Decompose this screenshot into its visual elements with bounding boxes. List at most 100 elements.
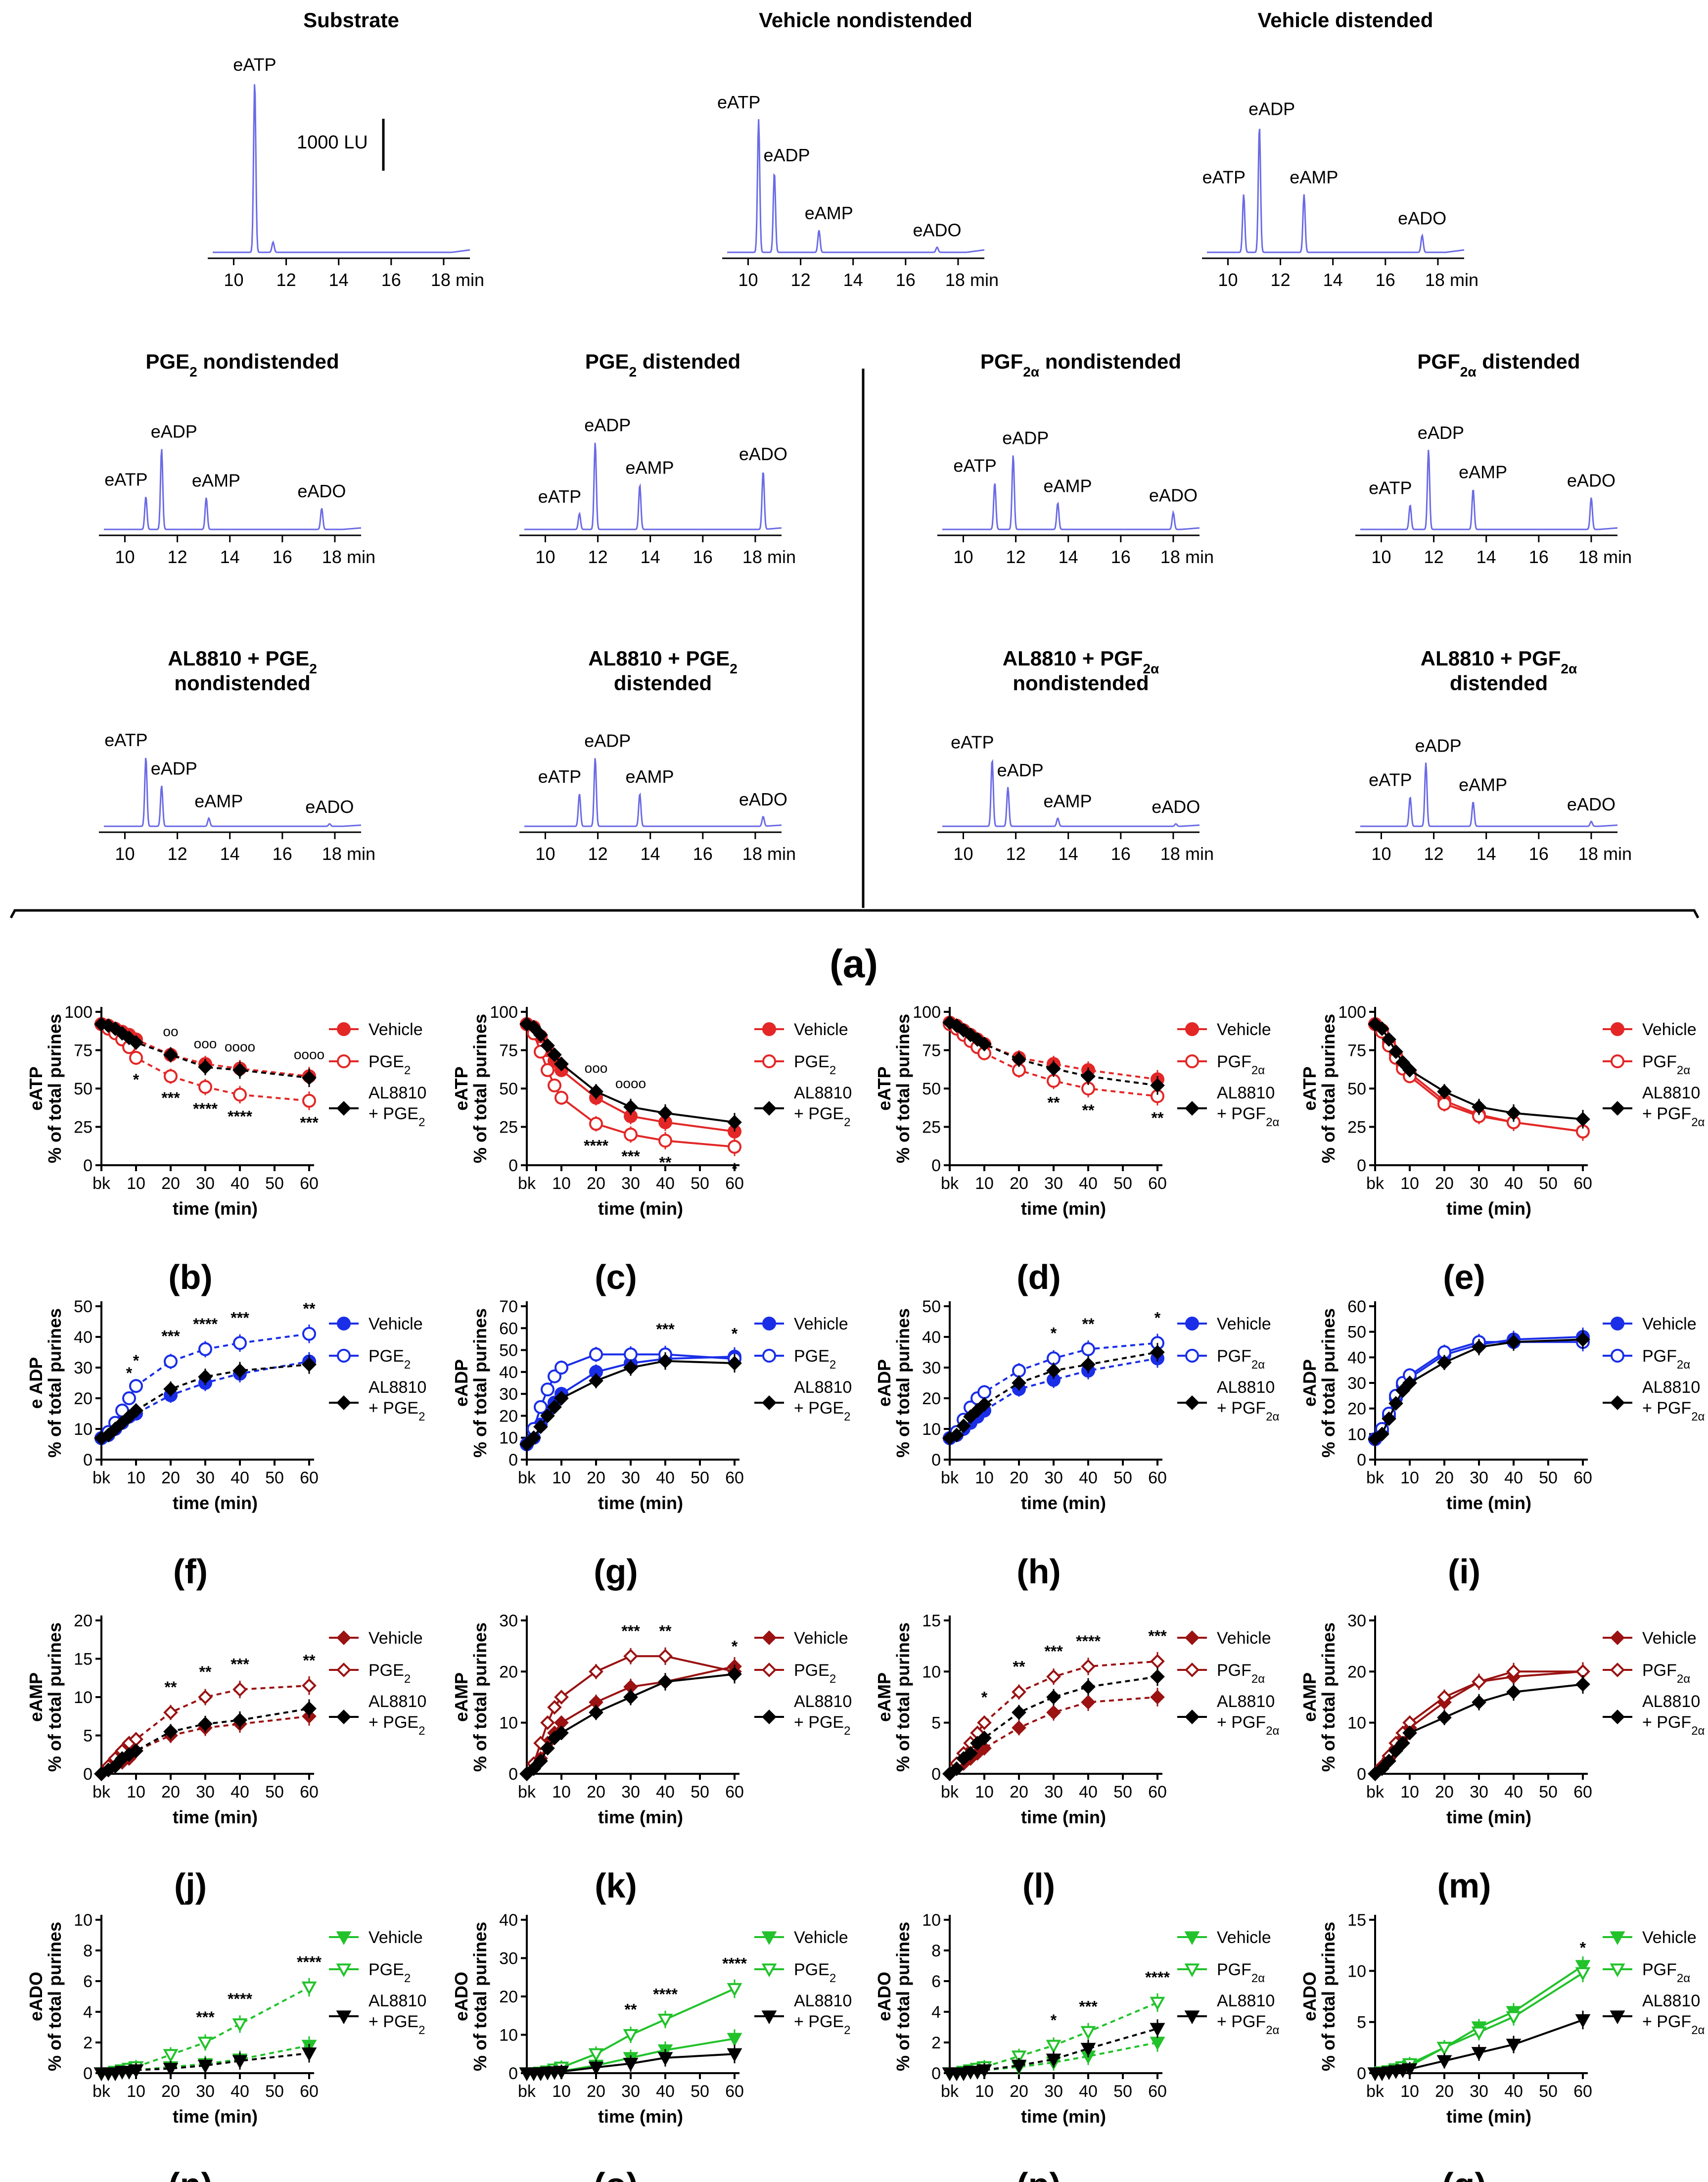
data-point	[198, 1342, 212, 1356]
series-3	[1367, 2010, 1591, 2082]
y-tick-label: 30	[499, 1949, 518, 1968]
data-point	[1506, 1105, 1521, 1121]
data-point	[129, 1035, 143, 1050]
x-tick-label: 10	[1400, 1469, 1419, 1487]
hash-label: oooo	[615, 1076, 646, 1091]
legend-marker	[762, 1054, 776, 1068]
y-axis-label: eAMP	[26, 1672, 46, 1722]
data-point	[232, 2018, 248, 2032]
y-tick-label: 30	[499, 1612, 518, 1630]
data-point	[1046, 1669, 1061, 1684]
legend-label: PGE2	[369, 1347, 411, 1372]
significance-label: ***	[161, 1089, 180, 1107]
y-axis-label: eATP	[451, 1066, 471, 1110]
x-tick-label: 20	[1010, 1174, 1028, 1193]
y-axis-label-2: % of total purines	[470, 1922, 490, 2071]
y-tick-label: 10	[499, 1429, 518, 1448]
data-point	[1081, 1069, 1096, 1084]
data-point	[658, 1105, 673, 1121]
legend: Vehicle PGE2 AL8810 + PGE2	[329, 1315, 426, 1423]
x-tick-label: 10	[127, 1469, 145, 1487]
x-tick-label: 40	[656, 2082, 675, 2101]
chromatogram-tick-label: 14	[1323, 270, 1343, 290]
legend-marker	[336, 2010, 352, 2025]
data-point	[1388, 1044, 1403, 1059]
legend-marker	[1611, 1317, 1624, 1330]
legend-marker	[761, 2010, 777, 2025]
chromatogram-title: PGF2α nondistended	[980, 350, 1181, 379]
legend-marker	[337, 1022, 351, 1036]
chromatogram-tick-label: 12	[588, 547, 608, 567]
legend-label: PGE2	[369, 1960, 411, 1985]
x-axis-label: time (min)	[173, 1198, 258, 1219]
peak-label-eamp: eAMP	[1043, 475, 1092, 496]
y-tick-label: 10	[1347, 1962, 1366, 1981]
y-tick-label: 0	[1357, 1451, 1366, 1470]
plot-i: 0 10 20 30 40 50 60 bk 10 20 30 40 50 60 time (min) eAD…	[1299, 1297, 1705, 1591]
y-tick-label: 20	[922, 1389, 941, 1408]
data-point	[623, 2058, 639, 2072]
chromatogram-tick-label: 10	[535, 844, 555, 864]
data-point	[1150, 1654, 1165, 1669]
plot-g: 0 10 20 30 40 50 60 70 bk 10 20 30 40 50 60 time (min) e…	[451, 1297, 852, 1591]
series-3	[94, 1699, 317, 1781]
series-3	[942, 1667, 1165, 1781]
peak-label-eatp: eATP	[233, 54, 276, 75]
legend-label: AL8810	[794, 1378, 852, 1397]
chromatogram-tick-label: 10	[115, 844, 135, 864]
data-point	[197, 2059, 213, 2074]
legend-marker	[762, 1709, 777, 1724]
chromatogram-trace	[727, 119, 985, 253]
y-axis-label: eATP	[1299, 1066, 1320, 1110]
data-point	[623, 1649, 638, 1664]
data-point	[1046, 1363, 1061, 1378]
x-tick-label: 30	[196, 1783, 215, 1802]
data-point	[164, 1354, 178, 1369]
data-point	[1395, 1736, 1410, 1751]
data-point	[302, 1327, 316, 1341]
data-point	[163, 1724, 178, 1739]
legend-marker	[1610, 2010, 1625, 2025]
panel-caption: (p)	[1016, 2166, 1061, 2182]
legend-label: PGF2α	[1642, 1960, 1690, 1985]
chromatogram-title-line2: distended	[614, 671, 712, 695]
x-tick-label: 40	[656, 1469, 675, 1487]
x-tick-label: 60	[1148, 1174, 1167, 1193]
significance-label: ****	[193, 1100, 218, 1118]
plot-j: 0 5 10 15 20 bk 10 20 30 40 50 60 time (min) eAMP% of…	[26, 1612, 426, 1905]
chromatogram-tick-label: 18 min	[742, 844, 796, 864]
x-tick-label: 60	[725, 1174, 744, 1193]
data-point	[163, 1705, 178, 1720]
legend-marker	[336, 1963, 352, 1978]
x-tick-label: 10	[975, 1174, 994, 1193]
panel-caption: (n)	[168, 2166, 212, 2182]
peak-label-eadp: eADP	[1002, 428, 1049, 448]
data-point	[129, 1403, 143, 1418]
panel-caption: (e)	[1443, 1258, 1485, 1296]
y-tick-label: 0	[931, 1156, 941, 1175]
x-tick-label: 40	[656, 1174, 675, 1193]
y-tick-label: 0	[508, 1765, 518, 1784]
legend: Vehicle PGE2 AL8810 + PGE2	[329, 1629, 426, 1738]
data-point	[728, 1139, 741, 1154]
y-axis-label-2: % of total purines	[893, 1922, 913, 2071]
series-3	[1368, 1330, 1590, 1447]
legend-label: AL8810	[1642, 1378, 1700, 1397]
data-point	[533, 1754, 548, 1768]
x-axis-label: time (min)	[598, 1493, 683, 1513]
legend-marker	[1185, 1662, 1200, 1677]
data-point	[1437, 1084, 1452, 1099]
x-tick-label: 60	[300, 2082, 319, 2101]
data-point	[1011, 2059, 1027, 2074]
plot-o: 0 10 20 30 40 bk 10 20 30 40 50 60 time (min) eADO% o…	[451, 1911, 852, 2182]
series-2	[1368, 1662, 1590, 1781]
y-tick-label: 0	[931, 1765, 941, 1784]
legend-marker	[761, 1931, 777, 1945]
significance-label: ***	[231, 1309, 249, 1327]
data-point	[129, 1743, 143, 1758]
peak-label-eamp: eAMP	[194, 791, 243, 811]
legend: Vehicle PGF2α AL8810 + PGF2α	[1603, 1020, 1705, 1129]
